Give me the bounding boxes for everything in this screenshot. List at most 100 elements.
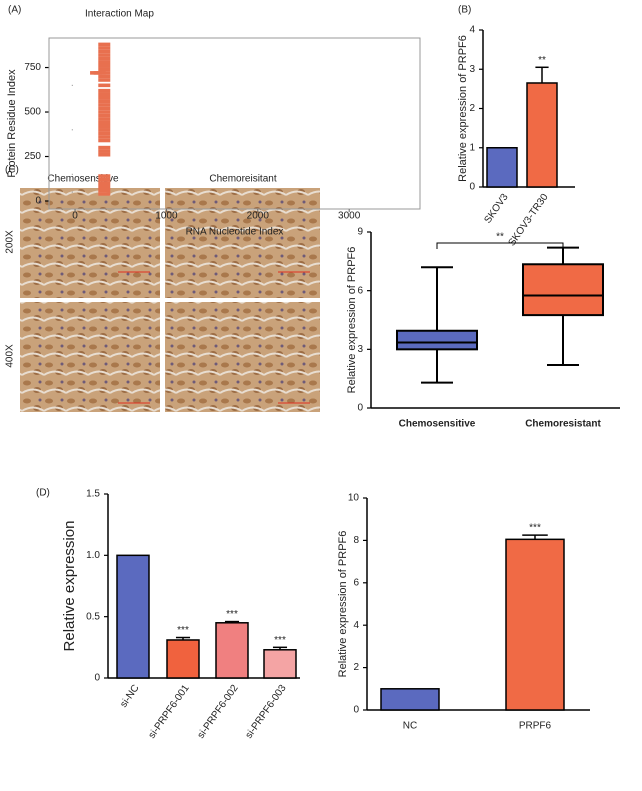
y-tick-label: 0 xyxy=(469,182,475,193)
box xyxy=(396,329,478,351)
interaction-point xyxy=(98,99,111,104)
y-axis-label: Relative expression of PRPF6 xyxy=(457,35,469,182)
y-tick-label: 4 xyxy=(353,620,359,631)
interaction-point xyxy=(98,56,111,61)
interaction-point xyxy=(71,173,73,175)
interaction-point xyxy=(98,74,111,79)
y-tick-label: 0 xyxy=(353,705,359,716)
chart-title: Interaction Map xyxy=(85,9,154,20)
panel-label: (B) xyxy=(458,5,471,16)
x-tick-label: PRPF6 xyxy=(519,721,552,732)
interaction-point xyxy=(98,110,111,114)
micrographs xyxy=(20,188,320,412)
interaction-point xyxy=(98,88,111,93)
image-row-label: 400X xyxy=(5,344,16,368)
panel-label: (D) xyxy=(36,488,50,499)
interaction-point xyxy=(98,192,111,196)
y-axis-label: Protein Residue Index xyxy=(6,69,18,178)
interaction-point xyxy=(98,53,111,57)
box xyxy=(522,263,604,317)
bar xyxy=(505,538,565,711)
interaction-point xyxy=(98,67,111,72)
significance: *** xyxy=(177,625,189,636)
image-column-label: Chemoreisitant xyxy=(209,174,276,185)
y-tick-label: 2 xyxy=(469,103,475,114)
bar xyxy=(380,688,440,711)
interaction-point xyxy=(98,71,111,75)
x-tick-label: SKOV3-TR30 xyxy=(507,192,551,249)
y-tick-label: 1.5 xyxy=(86,489,100,500)
x-tick-label: si-PRPF6-002 xyxy=(196,683,241,741)
y-tick-label: 9 xyxy=(357,227,363,238)
interaction-point xyxy=(98,83,111,88)
y-tick-label: 1.0 xyxy=(86,550,100,561)
x-tick-label: Chemosensitive xyxy=(399,419,476,430)
y-tick-label: 4 xyxy=(469,25,475,36)
interaction-point xyxy=(98,49,111,54)
significance: *** xyxy=(274,635,286,646)
y-tick-label: 0 xyxy=(357,403,363,414)
panel-label: (C) xyxy=(5,165,19,176)
y-tick-label: 500 xyxy=(24,107,41,118)
interaction-point xyxy=(98,46,111,50)
interaction-point xyxy=(98,128,111,132)
plot-frame xyxy=(48,37,421,210)
interaction-point xyxy=(98,131,111,136)
y-tick-label: 0.5 xyxy=(86,611,100,622)
interaction-point xyxy=(98,63,111,68)
interaction-point xyxy=(98,174,111,178)
x-tick-label: si-PRPF6-001 xyxy=(147,683,192,741)
image-row-label: 200X xyxy=(5,230,16,254)
interaction-point xyxy=(98,42,111,47)
y-tick-label: 3 xyxy=(469,64,475,75)
interaction-point xyxy=(98,92,111,97)
bar xyxy=(215,622,249,679)
x-tick-label: Chemoresistant xyxy=(525,419,601,430)
y-tick-label: 0 xyxy=(35,196,41,207)
interaction-point xyxy=(98,103,111,107)
x-axis-label: RNA Nucleotide Index xyxy=(186,227,284,238)
x-tick-label: SKOV3 xyxy=(482,192,510,226)
micrograph xyxy=(20,188,160,298)
bar xyxy=(116,554,150,679)
y-tick-label: 0 xyxy=(94,673,100,684)
x-tick-label: 1000 xyxy=(155,211,178,222)
y-axis-label: Relative expression xyxy=(61,521,78,652)
bar xyxy=(166,639,200,679)
y-tick-label: 10 xyxy=(348,493,360,504)
interaction-point xyxy=(98,117,111,121)
interaction-point xyxy=(71,129,73,131)
bar xyxy=(526,82,558,188)
image-column-label: Chemosensitive xyxy=(47,174,119,185)
interaction-point xyxy=(98,145,111,150)
micrograph xyxy=(20,302,160,412)
interaction-point xyxy=(98,60,111,64)
interaction-point xyxy=(71,191,73,193)
y-axis-label: Relative expression of PRPF6 xyxy=(337,531,349,678)
significance-bracket xyxy=(436,242,564,249)
interaction-point xyxy=(98,113,111,118)
significance: ** xyxy=(538,55,546,66)
x-tick-label: 2000 xyxy=(247,211,270,222)
micrograph xyxy=(165,188,320,298)
interaction-point xyxy=(98,177,111,182)
significance: *** xyxy=(226,609,238,620)
y-tick-label: 750 xyxy=(24,62,41,73)
significance: *** xyxy=(529,523,541,534)
interaction-point xyxy=(98,106,111,111)
interaction-point xyxy=(98,184,111,189)
x-tick-label: NC xyxy=(403,721,417,732)
interaction-point xyxy=(98,138,111,143)
bar xyxy=(263,649,297,679)
bar xyxy=(486,147,518,188)
interaction-point xyxy=(98,181,111,185)
y-axis-label: Relative expression of PRPF6 xyxy=(346,247,358,394)
x-tick-label: si-PRPF6-003 xyxy=(244,683,289,741)
interaction-point xyxy=(98,120,111,125)
interaction-point xyxy=(98,188,111,193)
interaction-point xyxy=(71,84,73,86)
interaction-point xyxy=(98,152,111,157)
x-tick-label: 3000 xyxy=(338,211,361,222)
micrograph xyxy=(165,302,320,412)
